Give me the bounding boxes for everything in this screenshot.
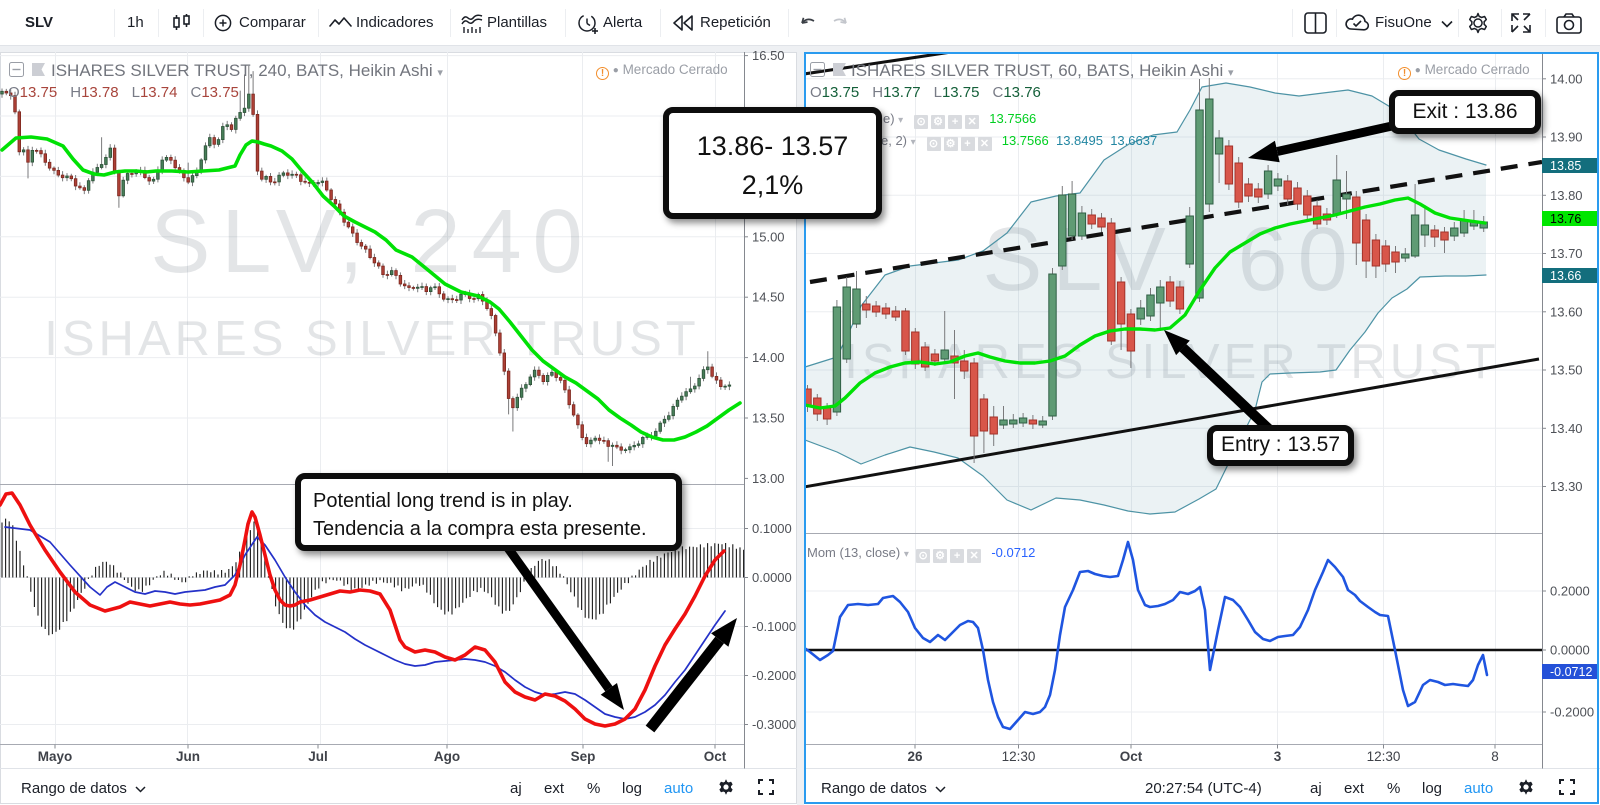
svg-text:Oct: Oct bbox=[1120, 749, 1143, 764]
svg-text:Sep: Sep bbox=[571, 749, 596, 764]
svg-text:13.60: 13.60 bbox=[1550, 304, 1583, 319]
svg-text:13.30: 13.30 bbox=[1550, 479, 1583, 494]
svg-text:13.70: 13.70 bbox=[1550, 246, 1583, 261]
svg-text:0.0000: 0.0000 bbox=[752, 570, 792, 585]
svg-text:0.1000: 0.1000 bbox=[752, 521, 792, 536]
svg-text:26: 26 bbox=[907, 749, 923, 764]
svg-text:12:30: 12:30 bbox=[1002, 749, 1036, 764]
svg-text:0.0000: 0.0000 bbox=[1550, 643, 1590, 658]
svg-text:13.66: 13.66 bbox=[1550, 269, 1581, 283]
svg-text:Ago: Ago bbox=[434, 749, 460, 764]
svg-text:-0.2000: -0.2000 bbox=[1550, 705, 1594, 720]
svg-text:12:30: 12:30 bbox=[1367, 749, 1401, 764]
svg-text:13.90: 13.90 bbox=[1550, 130, 1583, 145]
svg-text:-0.0712: -0.0712 bbox=[1550, 665, 1592, 679]
svg-text:13.50: 13.50 bbox=[752, 411, 785, 426]
svg-text:13.50: 13.50 bbox=[1550, 363, 1583, 378]
svg-text:-0.3000: -0.3000 bbox=[752, 717, 796, 732]
svg-text:3: 3 bbox=[1274, 749, 1282, 764]
svg-text:ISHARES SILVER TRUST: ISHARES SILVER TRUST bbox=[44, 312, 699, 366]
svg-text:Jun: Jun bbox=[176, 749, 200, 764]
svg-text:16.50: 16.50 bbox=[752, 48, 785, 63]
svg-text:SLV, 240: SLV, 240 bbox=[150, 192, 593, 292]
svg-text:SLV, 60: SLV, 60 bbox=[982, 210, 1357, 310]
svg-text:14.00: 14.00 bbox=[752, 350, 785, 365]
svg-text:13.00: 13.00 bbox=[752, 471, 785, 486]
svg-text:13.40: 13.40 bbox=[1550, 421, 1583, 436]
svg-text:Jul: Jul bbox=[308, 749, 328, 764]
svg-text:13.76: 13.76 bbox=[1550, 212, 1581, 226]
svg-text:14.00: 14.00 bbox=[1550, 71, 1583, 86]
svg-text:13.85: 13.85 bbox=[1550, 159, 1581, 173]
svg-text:Mayo: Mayo bbox=[38, 749, 73, 764]
svg-text:0.2000: 0.2000 bbox=[1550, 584, 1590, 599]
svg-text:14.50: 14.50 bbox=[752, 290, 785, 305]
svg-text:-0.2000: -0.2000 bbox=[752, 668, 796, 683]
svg-text:8: 8 bbox=[1491, 749, 1499, 764]
svg-text:Oct: Oct bbox=[704, 749, 727, 764]
svg-text:13.80: 13.80 bbox=[1550, 188, 1583, 203]
svg-text:15.00: 15.00 bbox=[752, 229, 785, 244]
svg-text:-0.1000: -0.1000 bbox=[752, 619, 796, 634]
